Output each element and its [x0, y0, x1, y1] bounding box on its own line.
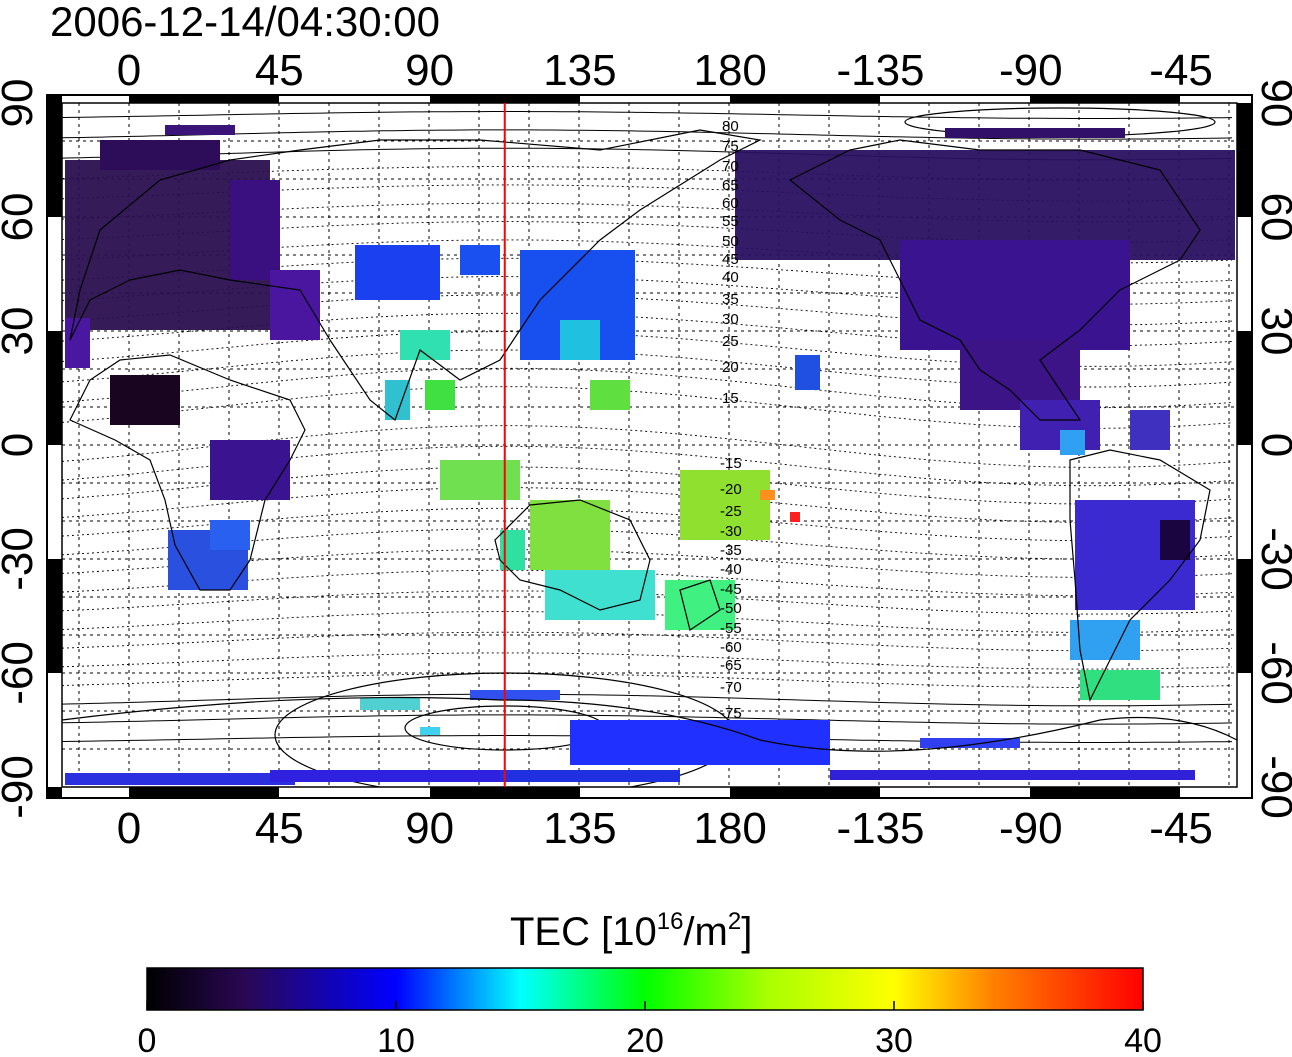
contour-line [62, 111, 1233, 119]
latitude-tick-label: 30 [1252, 307, 1292, 356]
tec-data-cells [65, 125, 1235, 785]
contour-line [62, 693, 1233, 707]
contour-label: -25 [720, 503, 742, 520]
contour-label: 20 [722, 359, 739, 376]
latitude-tick-label: -90 [1252, 755, 1292, 819]
bottom-longitude-ticks: 0 45 90 135 180 -135 -90 -45 [117, 804, 1213, 853]
contour-label: -50 [720, 600, 742, 617]
longitude-tick-label: 90 [405, 804, 454, 853]
contour-label: 15 [722, 390, 739, 407]
contour-line [62, 331, 1233, 367]
frame-tick-bars [47, 95, 1252, 798]
left-latitude-ticks: 90 60 30 0 -30 -60 -90 [0, 79, 42, 819]
contour-label: 80 [722, 118, 739, 135]
longitude-tick-label: 135 [543, 46, 616, 95]
contour-label: -45 [720, 581, 742, 598]
contour-label: -65 [720, 657, 742, 674]
contour-label: 35 [722, 291, 739, 308]
longitude-tick-label: 180 [693, 804, 766, 853]
colorbar-tick-label: 20 [626, 1022, 664, 1057]
longitude-tick-label: 0 [117, 804, 141, 853]
latitude-tick-label: 60 [0, 193, 42, 242]
latitude-tick-label: -30 [1252, 527, 1292, 591]
longitude-tick-label: -45 [1149, 46, 1213, 95]
contour-line [62, 507, 1233, 542]
longitude-tick-label: 90 [405, 46, 454, 95]
contour-label: -55 [720, 620, 742, 637]
contour-line [62, 487, 1233, 523]
contour-line [62, 673, 1233, 688]
longitude-tick-label: 45 [255, 46, 304, 95]
contour-line [62, 528, 1233, 560]
contour-label: 40 [722, 269, 739, 286]
contour-label: -60 [720, 639, 742, 656]
contour-line [62, 367, 1233, 409]
longitude-tick-label: -90 [999, 46, 1063, 95]
longitude-tick-label: 45 [255, 804, 304, 853]
colorbar-tick-label: 10 [377, 1022, 415, 1057]
latitude-tick-label: 30 [0, 307, 42, 356]
latitude-tick-label: -30 [0, 527, 42, 591]
contour-label: -15 [720, 455, 742, 472]
latitude-tick-label: 0 [0, 433, 42, 457]
contour-label: -35 [720, 542, 742, 559]
latitude-tick-label: 0 [1252, 433, 1292, 457]
longitude-tick-label: 0 [117, 46, 141, 95]
contour-line [62, 652, 1233, 670]
map-title: 2006-12-14/04:30:00 [50, 0, 440, 45]
latitude-tick-label: -60 [0, 641, 42, 705]
contour-line [62, 386, 1233, 429]
contour-label: 25 [722, 333, 739, 350]
contour-line [62, 631, 1233, 652]
latitude-tick-label: -90 [0, 755, 42, 819]
coastlines [62, 129, 1237, 752]
contour-label: 45 [722, 251, 739, 268]
outer-frame [46, 94, 1253, 799]
contour-label: 70 [722, 158, 739, 175]
longitude-tick-label: -45 [1149, 804, 1213, 853]
contour-label: 65 [722, 177, 739, 194]
colorbar-label: TEC [1016/m2] [510, 908, 752, 954]
contour-label: 60 [722, 195, 739, 212]
longitude-tick-label: -135 [836, 804, 924, 853]
latitude-tick-label: -60 [1252, 641, 1292, 705]
contour-label: 30 [722, 311, 739, 328]
contour-line [62, 349, 1233, 388]
contour-line [62, 714, 1233, 725]
colorbar-tick-label: 40 [1124, 1022, 1162, 1057]
latitude-tick-label: 90 [0, 79, 42, 128]
longitude-tick-label: 180 [693, 46, 766, 95]
contour-label: 55 [722, 213, 739, 230]
longitude-tick-label: 135 [543, 804, 616, 853]
colorbar-tick-label: 30 [875, 1022, 913, 1057]
contour-label: -40 [720, 561, 742, 578]
longitude-tick-label: -90 [999, 804, 1063, 853]
contour-label: -30 [720, 523, 742, 540]
latitude-tick-label: 90 [1252, 79, 1292, 128]
contour-label: -70 [720, 679, 742, 696]
top-longitude-ticks: 0 45 90 135 180 -135 -90 -45 [117, 46, 1213, 95]
colorbar-ticks: 0 10 20 30 40 [138, 1001, 1162, 1057]
contour-label: -75 [720, 705, 742, 722]
longitude-tick-label: -135 [836, 46, 924, 95]
contour-label: -20 [720, 481, 742, 498]
contour-label: 50 [722, 233, 739, 250]
contour-line [62, 129, 1233, 140]
right-latitude-ticks: 90 60 30 0 -30 -60 -90 [1252, 79, 1292, 819]
colorbar-tick-label: 0 [138, 1022, 157, 1057]
latitude-tick-label: 60 [1252, 193, 1292, 242]
contour-label: 75 [722, 138, 739, 155]
